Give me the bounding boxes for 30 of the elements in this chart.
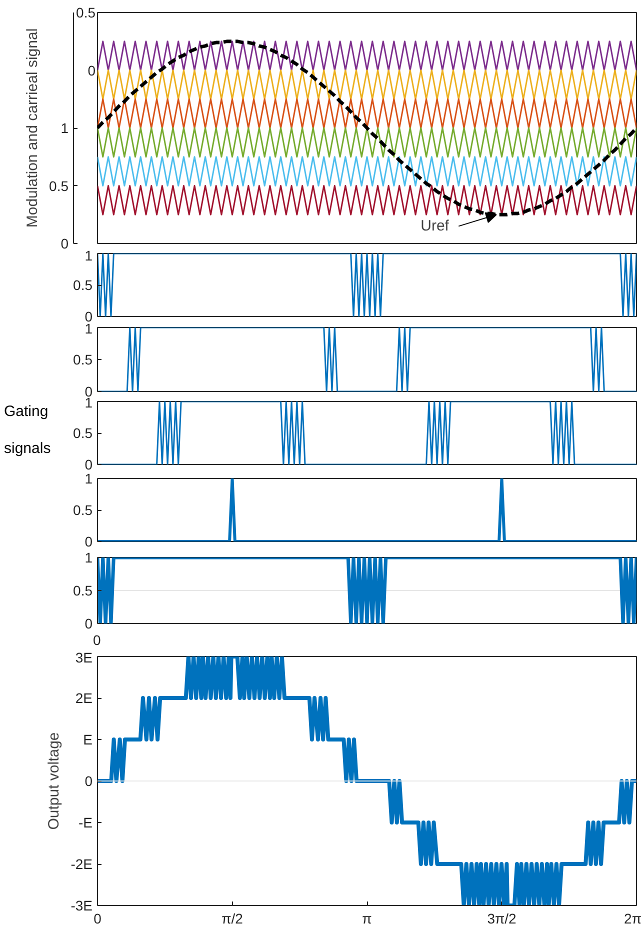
y-tick-label: -2E — [70, 856, 93, 872]
x-tick-label: π/2 — [222, 910, 244, 926]
y-tick-label: 0 — [60, 236, 69, 252]
x-tick-label: π — [362, 910, 372, 926]
x-tick-label: 2π — [624, 910, 641, 926]
y-tick-label: 0.5 — [73, 582, 93, 598]
annotation: Uref — [420, 218, 450, 235]
line-series — [98, 656, 636, 906]
y-tick-label: 3E — [75, 650, 92, 666]
y-tick-label: 1 — [60, 120, 69, 136]
y-tick-label: 1 — [84, 248, 93, 264]
y-tick-label: 0 — [84, 456, 93, 472]
y-tick-label: -3E — [70, 898, 93, 914]
y-tick-label: 0 — [84, 616, 93, 632]
y-tick-label: 2E — [75, 690, 92, 706]
y-tick-label: E — [83, 732, 93, 748]
y-axis-title: Output voltage — [46, 732, 63, 830]
y-tick-label: 0.5 — [73, 425, 93, 441]
text: Gating signals — [4, 403, 51, 457]
y-tick-label: -E — [78, 814, 92, 830]
y-tick-label: 1 — [84, 470, 93, 486]
y-axis-title: Modulation and carrieal signal — [24, 28, 42, 228]
y-tick-label: 0.5 — [73, 352, 93, 368]
x-tick-label: 3π/2 — [487, 910, 517, 926]
y-tick-label: 0.5 — [73, 277, 93, 293]
y-tick-label: 1 — [84, 550, 93, 566]
y-tick-label: 0.5 — [49, 178, 69, 194]
y-tick-label: 0 — [84, 534, 93, 550]
y-tick-label: 0 — [84, 773, 93, 789]
y-tick-label: 0.5 — [73, 502, 93, 518]
